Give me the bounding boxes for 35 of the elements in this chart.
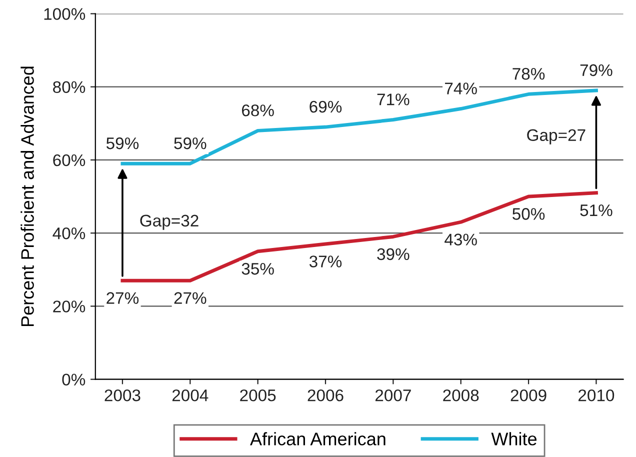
y-axis-title: Percent Proficient and Advanced — [20, 66, 34, 326]
x-tick-label: 2003 — [104, 389, 140, 402]
data-label: 68% — [242, 104, 274, 116]
data-label: 59% — [174, 137, 206, 150]
data-label: 37% — [309, 256, 342, 268]
legend-label: White — [491, 432, 537, 446]
x-tick-label: 2009 — [510, 389, 546, 402]
data-label: 35% — [242, 262, 274, 275]
data-label: 43% — [444, 234, 477, 246]
y-tick-label: 20% — [53, 300, 86, 312]
x-tick-label: 2006 — [308, 389, 344, 402]
data-label: 74% — [445, 82, 477, 94]
x-tick-label: 2010 — [578, 389, 614, 402]
data-label: 39% — [377, 248, 410, 260]
y-tick-label: 60% — [53, 154, 86, 166]
data-label: 78% — [512, 68, 545, 80]
data-label: 59% — [106, 137, 139, 150]
data-label: 69% — [310, 100, 342, 113]
data-label: 50% — [512, 208, 545, 220]
y-tick-label: 80% — [53, 81, 86, 94]
x-tick-label: 2004 — [172, 389, 208, 402]
x-tick-label: 2007 — [375, 389, 411, 402]
x-tick-label: 2005 — [240, 389, 276, 402]
legend-label: African American — [250, 432, 386, 446]
y-tick-label: 40% — [52, 227, 86, 240]
data-label: 51% — [580, 204, 612, 216]
y-tick-label: 100% — [44, 8, 86, 20]
data-label: 79% — [580, 64, 612, 76]
data-label: 27% — [106, 292, 139, 304]
data-label: 71% — [377, 94, 410, 106]
annotation: Gap=32 — [140, 214, 198, 230]
data-label: 27% — [174, 292, 206, 304]
x-tick-label: 2008 — [443, 389, 479, 402]
annotation: Gap=27 — [527, 129, 586, 144]
y-tick-label: 0% — [62, 374, 86, 386]
